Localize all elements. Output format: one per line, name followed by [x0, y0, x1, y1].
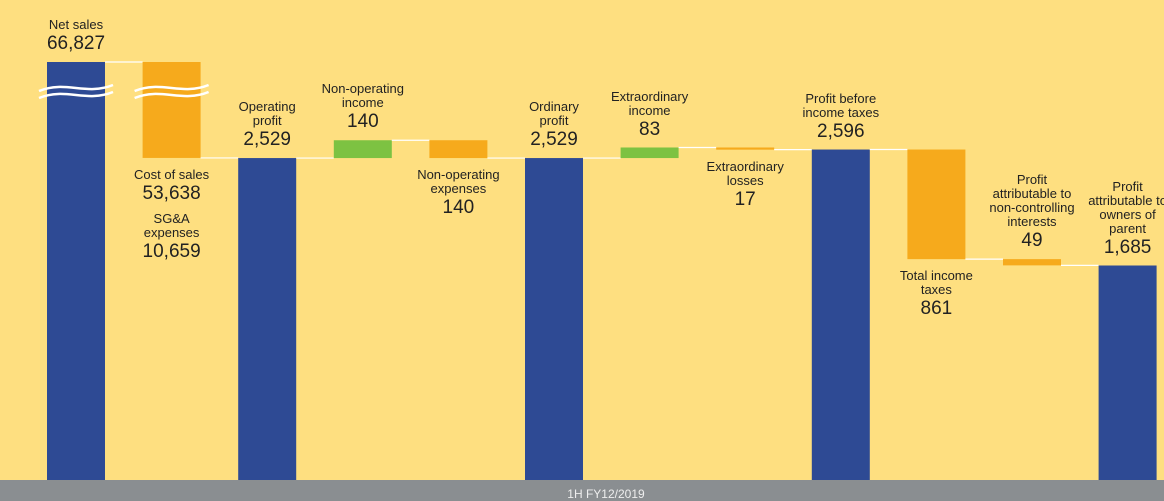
bar-label: Extraordinary income 83: [585, 88, 715, 144]
category-label: Ordinary profit: [529, 99, 579, 129]
bar: [429, 140, 488, 159]
value-label: 53,638: [142, 182, 201, 204]
value-label: 2,529: [530, 129, 578, 151]
bar: [1003, 259, 1061, 266]
axis-break: [38, 90, 114, 100]
value-label: 2,529: [243, 129, 291, 151]
bar-label: Profit before income taxes 2,596: [776, 90, 906, 146]
footer-band: 1H FY12/2019: [0, 480, 1164, 501]
bar: [811, 149, 870, 480]
axis-break: [134, 90, 210, 100]
bar-label: Profit attributable to owners of parent 1…: [1063, 178, 1164, 262]
category-label: Non-operating income: [321, 81, 404, 111]
bar: [333, 140, 392, 159]
category-label: Cost of sales: [134, 166, 210, 182]
value-label: 17: [734, 188, 756, 210]
axis-break: [38, 83, 114, 93]
category-label: Profit before income taxes: [802, 90, 880, 120]
category-label: SG&A expenses: [143, 210, 200, 240]
bar-label: Cost of sales 53,638 SG&A expenses 10,659: [107, 166, 237, 270]
axis-break: [134, 83, 210, 93]
chart: [38, 61, 1157, 480]
bar-label: Ordinary profit 2,529: [489, 100, 619, 154]
bar-label: Extraordinary losses 17: [680, 158, 810, 218]
category-label: Profit attributable to owners of parent: [1088, 178, 1164, 236]
category-label: Extraordinary income: [610, 88, 689, 118]
bar-label: Total income taxes 861: [871, 269, 1001, 327]
category-label: Operating profit: [238, 99, 296, 129]
bar-label: Net sales 66,827: [11, 18, 141, 58]
value-label: 10,659: [142, 240, 201, 262]
category-label: Net sales: [48, 17, 104, 32]
bar: [1098, 265, 1157, 480]
category-label: Total income taxes: [899, 268, 973, 298]
value-label: 1,685: [1103, 236, 1152, 258]
value-label: 2,596: [817, 120, 865, 142]
value-label: 140: [442, 197, 475, 219]
value-label: 66,827: [46, 33, 106, 54]
bar-label: Profit attributable to non-controlling i…: [967, 173, 1097, 255]
bar-label: Non-operating income 140: [298, 82, 428, 136]
bar-label: Operating profit 2,529: [202, 100, 332, 154]
value-label: 49: [1021, 230, 1043, 252]
category-label: Extraordinary losses: [706, 158, 784, 188]
category-label: Non-operating expenses: [417, 167, 500, 197]
bar-label: Non-operating expenses 140: [393, 168, 523, 226]
bar: [525, 158, 583, 480]
bar: [907, 149, 966, 260]
period-label: 1H FY12/2019: [567, 487, 645, 501]
value-label: 861: [920, 298, 953, 320]
bar: [142, 62, 201, 158]
bar: [238, 158, 297, 480]
value-label: 83: [639, 118, 661, 140]
bar: [716, 147, 775, 150]
bar: [47, 62, 105, 480]
bar: [620, 147, 679, 159]
category-label: Profit attributable to non-controlling i…: [989, 172, 1075, 230]
value-label: 140: [346, 111, 379, 133]
